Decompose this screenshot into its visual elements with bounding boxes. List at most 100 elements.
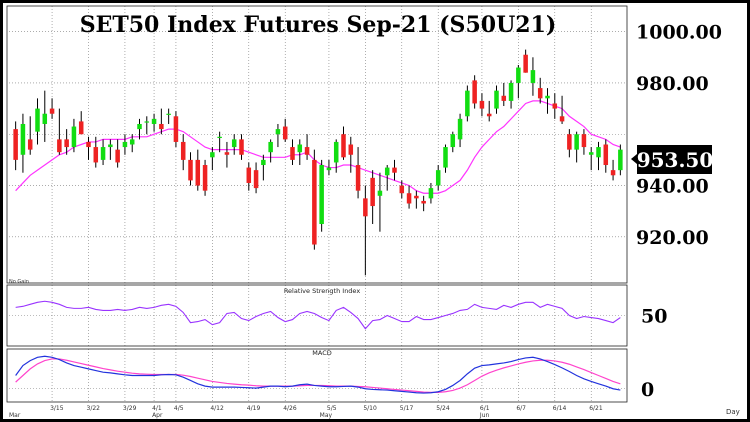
panel-frame: [6, 5, 628, 284]
candle: [137, 118, 142, 140]
candle: [545, 88, 550, 114]
candle-body: [414, 195, 419, 199]
grid-lines: [9, 6, 627, 402]
macd-layer: [15, 355, 621, 394]
candle: [188, 152, 193, 186]
candle: [494, 85, 499, 114]
candle: [574, 131, 579, 163]
rsi-layer: [15, 300, 621, 330]
chart-title: SET50 Index Futures Sep-21 (S50U21): [80, 12, 557, 38]
candle-body: [552, 103, 558, 109]
month-label: Apr: [152, 412, 163, 419]
candle-body: [49, 108, 55, 114]
candle-body: [384, 167, 390, 176]
price-tick-label: 1000.00: [636, 22, 722, 44]
last-price-label: 953.50: [637, 148, 714, 172]
panel-frame: [6, 348, 628, 403]
candle: [100, 139, 106, 166]
candle-body: [370, 177, 375, 207]
candle: [210, 147, 215, 171]
candle-body: [304, 147, 310, 155]
candle: [399, 180, 405, 199]
date-tick-label: 3/29: [123, 405, 137, 412]
candle: [151, 113, 157, 132]
candle-body: [57, 139, 62, 153]
candle: [304, 134, 310, 160]
candle-body: [537, 88, 543, 99]
date-tick-label: 3/22: [87, 405, 101, 412]
date-tick-label: 5/17: [400, 405, 414, 412]
candle-body: [508, 82, 514, 101]
candle: [159, 108, 164, 135]
macd-line: [15, 355, 621, 394]
candle-body: [501, 95, 507, 101]
candle-body: [618, 149, 623, 171]
candle-body: [224, 152, 230, 155]
candle: [472, 75, 477, 109]
candle-body: [180, 141, 186, 160]
candle: [312, 149, 317, 250]
candle: [261, 154, 266, 181]
day-axis-label: Day: [726, 408, 740, 416]
candle: [275, 123, 281, 148]
candle: [268, 139, 273, 163]
candle: [363, 185, 368, 276]
candle: [42, 90, 48, 142]
candle-body: [115, 149, 120, 163]
candle-body: [516, 67, 521, 83]
date-tick-label: 5/24: [436, 405, 450, 412]
date-tick-label: 6/14: [553, 405, 567, 412]
candle: [13, 121, 18, 171]
candle: [333, 139, 339, 173]
candle-body: [42, 113, 48, 124]
date-tick-label: 4/5: [174, 405, 184, 412]
candle-body: [363, 198, 368, 217]
candle: [392, 159, 397, 181]
candle: [406, 185, 412, 209]
candle: [552, 93, 558, 119]
candle: [108, 139, 113, 160]
rsi-line: [15, 300, 621, 330]
candle: [377, 172, 383, 232]
candle: [450, 131, 456, 153]
candle-body: [71, 126, 77, 148]
candle-body: [93, 147, 99, 163]
candle-body: [326, 167, 332, 171]
candle-body: [282, 126, 288, 140]
candle-body: [129, 139, 135, 145]
candle-body: [86, 141, 91, 148]
axis-labels: 920.00 940.00 980.00 1000.00 50 0 3/15 3/22 3/29…: [9, 22, 722, 419]
candle: [421, 195, 426, 212]
candle: [195, 149, 201, 191]
date-tick-label: 4/12: [210, 405, 224, 412]
candle-body: [151, 118, 157, 124]
candle-body: [450, 134, 456, 148]
macd-tick-label: 0: [641, 379, 654, 401]
candle: [166, 108, 171, 124]
candle: [479, 93, 485, 117]
candle: [530, 57, 536, 96]
candle-body: [494, 90, 499, 109]
candle: [355, 147, 361, 199]
candle-body: [195, 159, 201, 186]
candle-body: [231, 139, 237, 148]
candle: [129, 134, 135, 153]
candle: [224, 141, 230, 168]
candle: [618, 144, 623, 176]
candle-body: [545, 95, 550, 99]
candle: [486, 100, 492, 122]
candle-body: [443, 147, 448, 168]
candle-body: [559, 116, 565, 122]
macd-panel-title: MACD: [312, 349, 331, 357]
candle: [501, 82, 507, 107]
candle: [115, 139, 120, 168]
candle: [319, 159, 324, 232]
candle-body: [144, 121, 150, 123]
candle-body: [159, 123, 164, 130]
candle: [465, 85, 470, 122]
candle: [596, 141, 601, 171]
month-label: Mar: [9, 412, 21, 419]
candle: [537, 77, 543, 104]
candle: [290, 139, 295, 166]
candle-body: [290, 147, 295, 160]
